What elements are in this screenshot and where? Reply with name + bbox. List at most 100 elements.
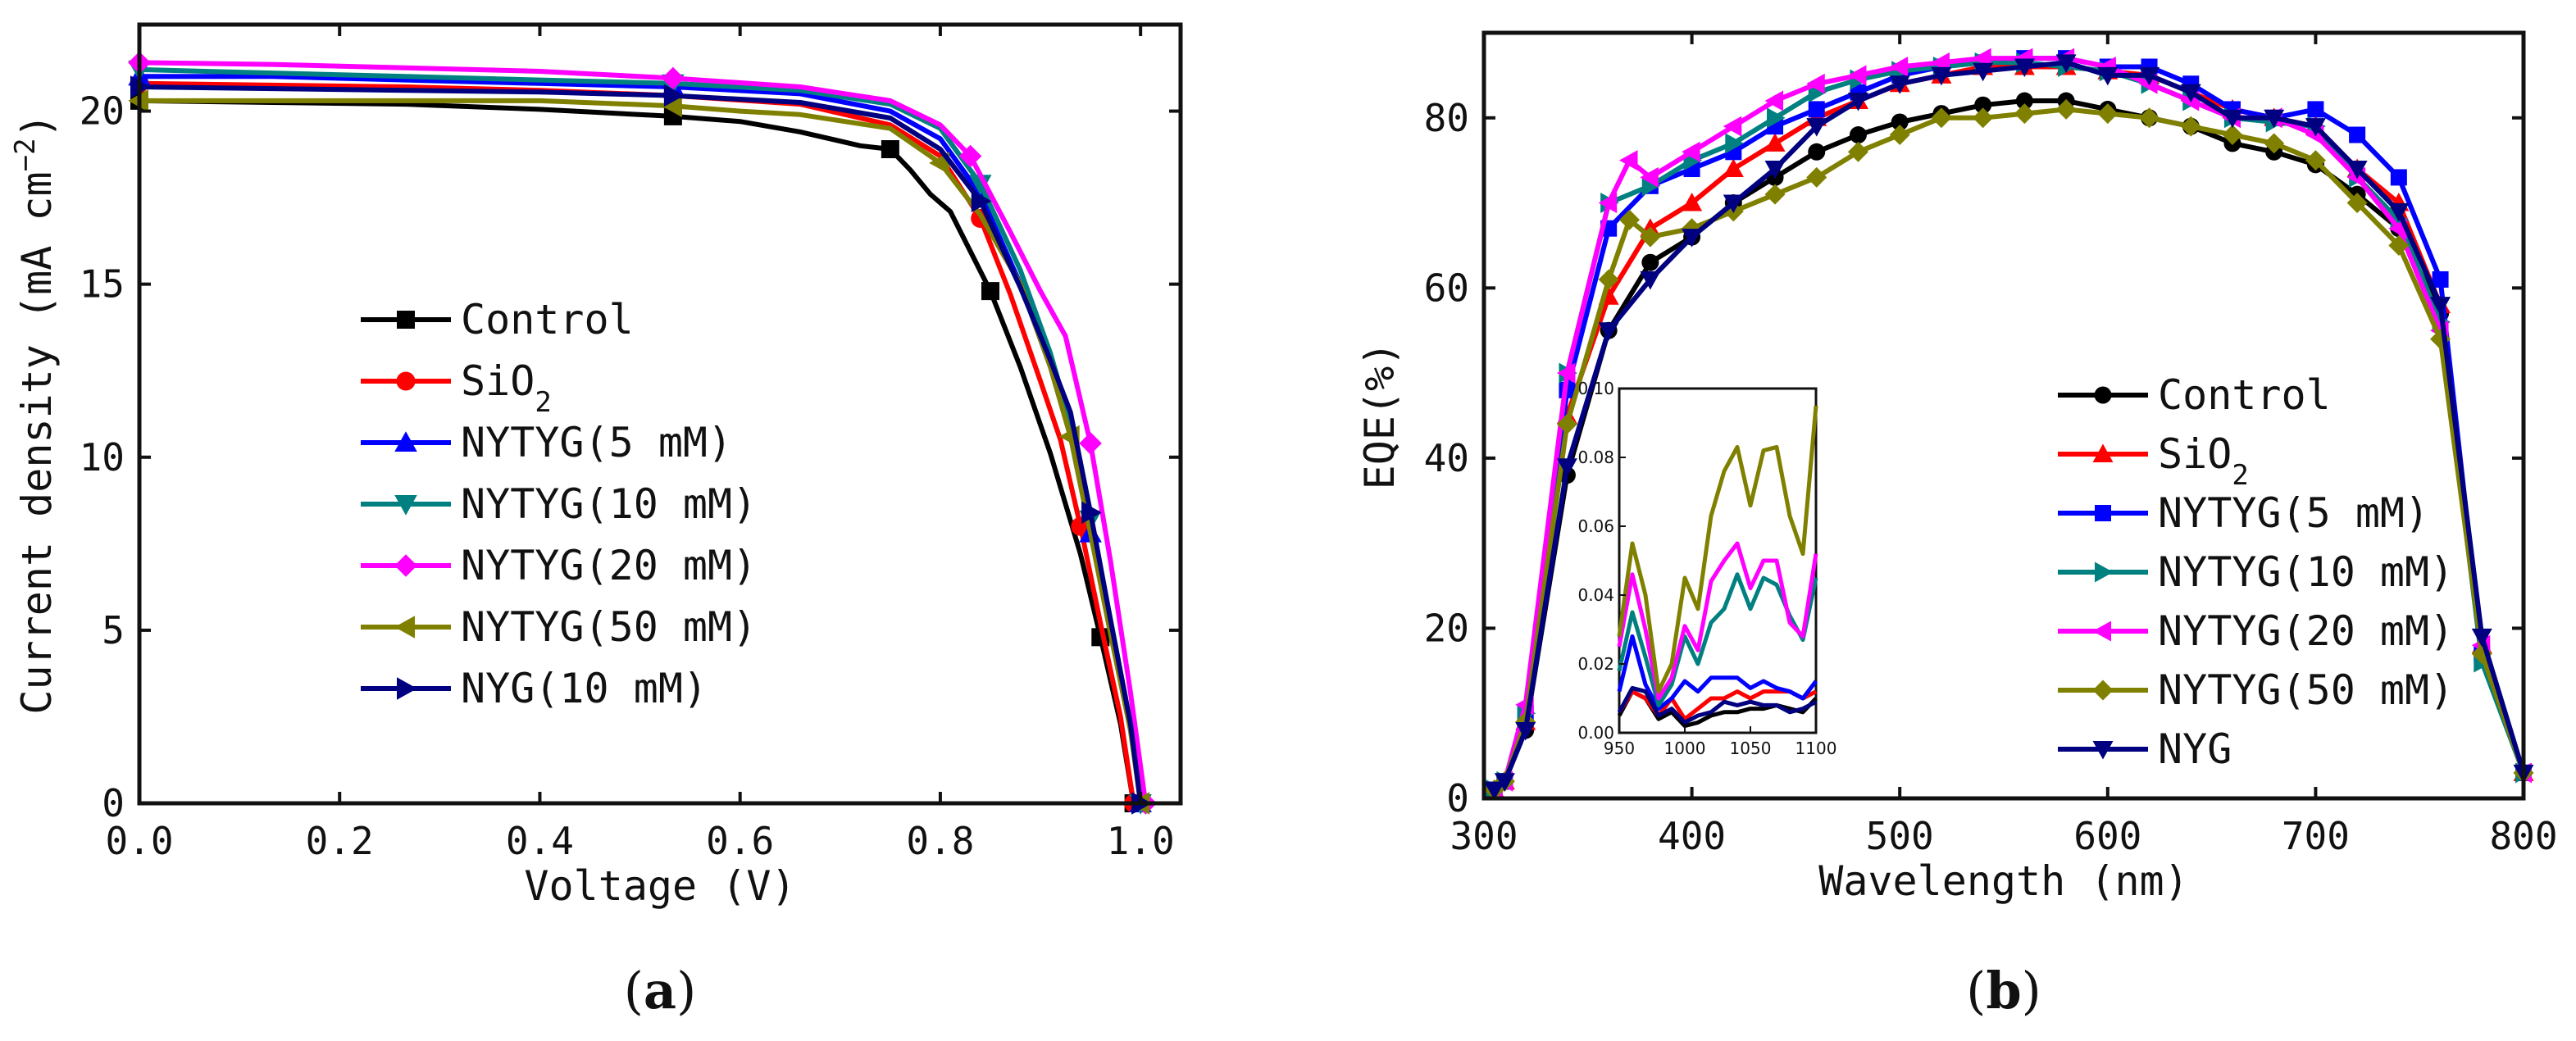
legend-label: SiO2: [461, 357, 552, 419]
x-tick-label: 0.2: [306, 819, 374, 863]
legend-label: NYTYG(5 mM): [461, 419, 732, 466]
inset-x-tick-label: 1000: [1664, 739, 1706, 758]
legend-entry-control: Control: [2058, 371, 2331, 419]
inset-y-tick-label: 0.08: [1577, 448, 1614, 467]
inset-y-tick-label: 0.06: [1577, 516, 1614, 536]
data-point: [1079, 432, 1102, 455]
legend-label: NYTYG(10 mM): [2158, 548, 2454, 596]
data-point: [662, 94, 682, 117]
data-point: [1723, 194, 1744, 214]
data-point: [2264, 109, 2285, 129]
data-point: [1849, 126, 1867, 144]
data-point: [1767, 107, 1786, 129]
data-point: [663, 84, 685, 107]
legend-entry-sio2: SiO2: [361, 357, 552, 419]
data-point: [1556, 362, 1576, 384]
data-point: [1891, 113, 1909, 131]
panel-b-caption-open: (: [1966, 961, 1986, 1021]
inset-y-tick-label: 0.00: [1577, 723, 1614, 743]
legend-label: NYTYG(5 mM): [2158, 489, 2429, 537]
legend-swatch-marker: [2092, 741, 2114, 760]
y-tick-label: 0: [102, 781, 125, 825]
inset-series-nytyg-50-mm: [1617, 405, 1818, 694]
data-point: [1640, 270, 1661, 290]
x-tick-label: 0.8: [906, 819, 974, 863]
legend-entry-nytyg-10-mm: NYTYG(10 mM): [2058, 548, 2454, 596]
data-point: [1889, 57, 1909, 78]
x-tick-label: 0.4: [506, 819, 574, 863]
data-point: [2388, 202, 2410, 222]
data-point: [1973, 107, 1994, 129]
data-point: [2180, 116, 2201, 137]
series-line-nytyg-20-mm: [1492, 56, 2526, 792]
legend-swatch-marker: [394, 554, 417, 577]
data-point: [2432, 270, 2449, 288]
legend-swatch-marker: [394, 495, 417, 516]
inset-x-tick-label: 950: [1604, 739, 1635, 758]
data-point: [2430, 297, 2451, 316]
series-nyg-10-mm: [130, 75, 1152, 815]
data-point: [2346, 161, 2368, 180]
data-point: [1808, 101, 1825, 118]
y-tick-label: 80: [1424, 96, 1469, 140]
panel-a-ticks: 0.0 0.2 0.4 0.6 0.8 1.0 0 5 10 15 20: [80, 25, 1181, 863]
legend-swatch-marker: [2092, 443, 2114, 462]
data-point: [2471, 628, 2492, 648]
data-point: [2388, 234, 2410, 256]
y-tick-label: 60: [1424, 266, 1469, 310]
data-point: [2180, 84, 2201, 103]
data-point: [1619, 209, 1641, 230]
data-point: [1556, 413, 1577, 434]
legend-entry-nytyg-5-mm: NYTYG(5 mM): [361, 419, 732, 466]
data-point: [1640, 226, 1661, 248]
data-point: [2346, 193, 2368, 214]
data-point: [1889, 125, 1910, 146]
x-tick-label: 0.6: [706, 819, 774, 863]
panel-a: 0.0 0.2 0.4 0.6 0.8 1.0 0 5 10 15 20 Voltage (V) C…: [9, 22, 1183, 1021]
data-point: [1640, 166, 1659, 188]
data-point: [1974, 96, 1992, 114]
y-tick-label: 10: [80, 435, 125, 480]
x-tick-label: 0.0: [105, 819, 173, 863]
data-point: [1764, 90, 1784, 111]
panel-b-caption-close: ): [2022, 961, 2041, 1021]
x-tick-label: 700: [2282, 814, 2350, 858]
y-tick-label: 0: [1446, 776, 1469, 821]
legend-swatch-marker: [397, 677, 417, 700]
data-point: [1682, 141, 1700, 162]
data-point: [2305, 150, 2326, 171]
x-tick-label: 1.0: [1107, 819, 1175, 863]
panel-a-y-axis-label: Current density (mA cm−2): [9, 113, 61, 714]
legend-swatch-marker: [2094, 386, 2112, 404]
series-nyg: [1484, 54, 2534, 801]
legend-entry-control: Control: [361, 296, 634, 343]
legend-label: Control: [2158, 371, 2331, 419]
panel-a-caption-close: ): [676, 961, 696, 1021]
data-point: [1806, 166, 1827, 188]
panel-a-caption: (a): [624, 961, 697, 1021]
data-point: [2097, 66, 2119, 86]
data-point: [2139, 107, 2160, 129]
data-point: [969, 175, 992, 195]
legend-swatch-marker: [394, 616, 415, 639]
legend-entry-nytyg-50-mm: NYTYG(50 mM): [2058, 666, 2454, 714]
panel-a-caption-letter: a: [644, 961, 676, 1021]
legend-label: NYG(10 mM): [461, 665, 708, 712]
data-point: [1081, 501, 1102, 525]
legend-swatch-marker: [2095, 505, 2111, 521]
data-point: [2055, 54, 2077, 73]
data-point: [971, 189, 992, 213]
legend-label: NYTYG(50 mM): [461, 603, 757, 651]
inset-x-tick-label: 1100: [1795, 739, 1837, 758]
panel-b: 300 400 500 600 700 800 0 20 40 60 80 Wavelength (…: [1356, 30, 2558, 1021]
data-point: [1515, 721, 1536, 741]
legend-entry-nyg: NYG: [2058, 725, 2232, 773]
data-point: [1723, 158, 1744, 178]
data-point: [2264, 133, 2285, 154]
data-point: [1806, 118, 1827, 137]
data-point: [1847, 93, 1868, 111]
panel-b-y-axis-label: EQE(%): [1356, 342, 1404, 490]
